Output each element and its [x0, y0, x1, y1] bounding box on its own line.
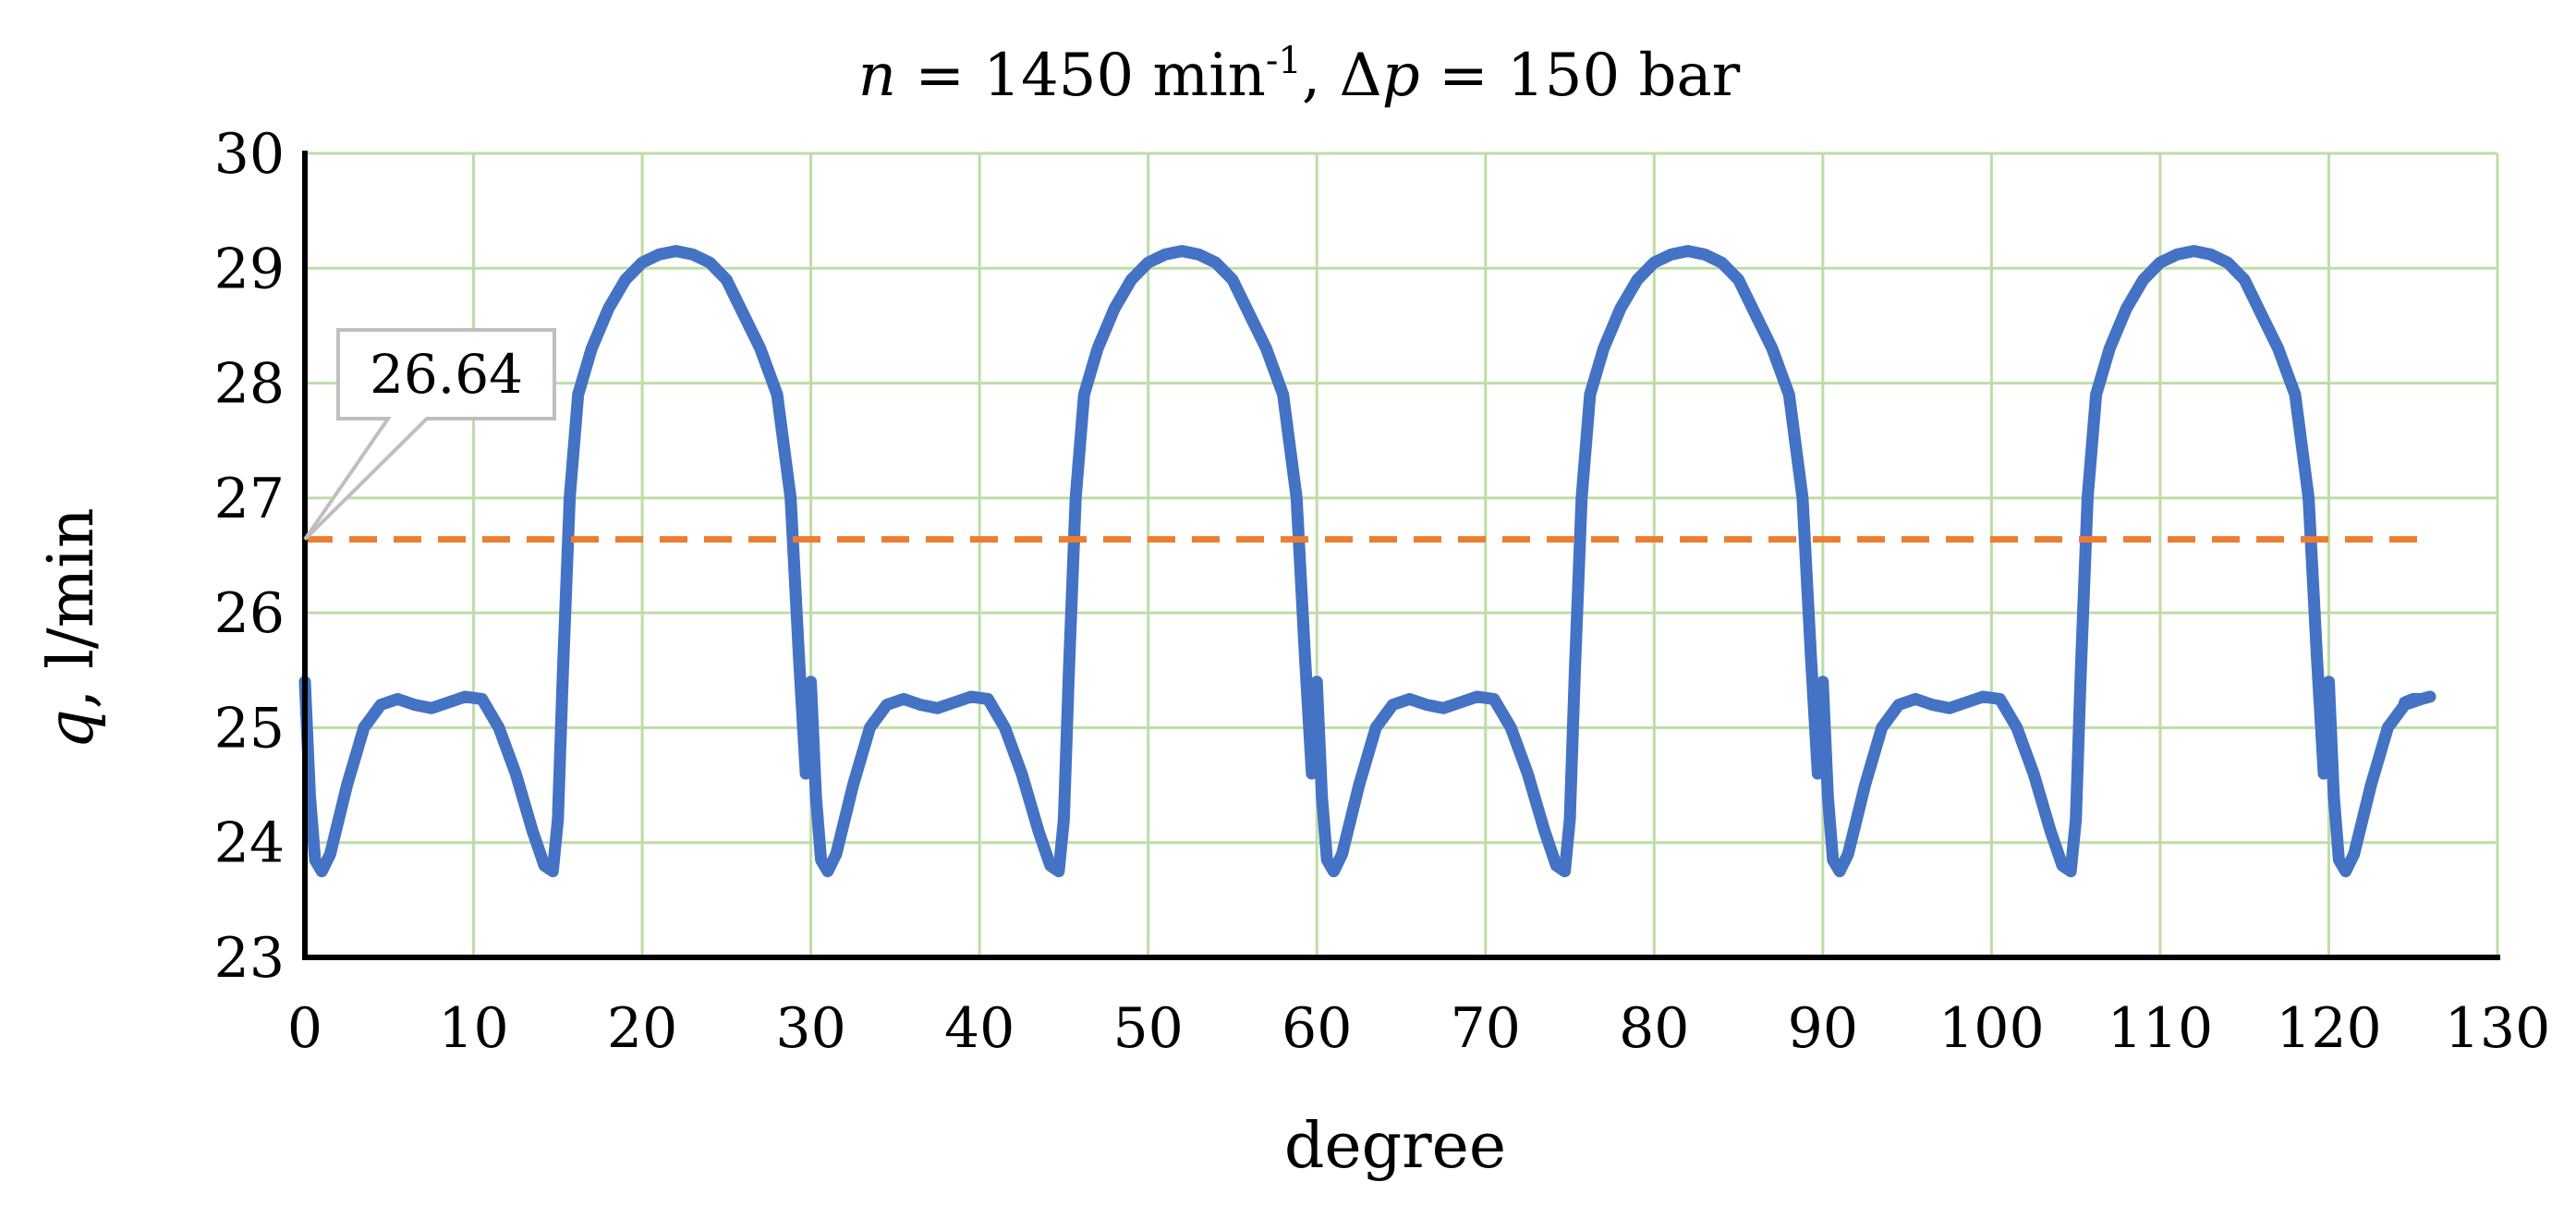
x-tick-label-0: 0 [287, 996, 322, 1061]
title-n-superscript: -1 [1266, 40, 1302, 82]
series-layer [298, 245, 2436, 878]
title-n-value: = 1450 min [896, 42, 1266, 110]
y-axis-label-var: q [35, 709, 108, 749]
x-tick-label-20: 20 [607, 996, 677, 1061]
x-tick-label-120: 120 [2276, 996, 2382, 1061]
y-tick-label-29: 29 [214, 237, 285, 301]
chart-title: n = 1450 min-1, Δp = 150 bar [858, 40, 1741, 110]
x-tick-label-80: 80 [1619, 996, 1689, 1061]
y-tick-label-25: 25 [214, 696, 285, 761]
axes [302, 151, 2500, 960]
title-p-value: = 150 bar [1420, 42, 1741, 110]
title-var-p: p [1382, 42, 1420, 110]
value-callout: 26.64 [303, 328, 556, 542]
grid-lines [305, 152, 2499, 957]
y-axis-label-unit: , l/min [35, 507, 108, 709]
title-delta: Δ [1340, 42, 1382, 110]
callout-label-0: 26.64 [370, 343, 523, 406]
title-separator: , [1302, 42, 1340, 110]
x-tick-label-110: 110 [2108, 996, 2214, 1061]
x-tick-label-40: 40 [944, 996, 1015, 1061]
y-tick-label-24: 24 [214, 811, 285, 876]
x-tick-label-70: 70 [1451, 996, 1521, 1061]
y-tick-label-23: 23 [214, 926, 285, 991]
x-tick-label-100: 100 [1938, 996, 2045, 1061]
y-tick-label-28: 28 [214, 352, 285, 417]
callout-box-0 [303, 328, 556, 542]
title-var-n: n [858, 42, 896, 110]
x-tick-label-130: 130 [2445, 996, 2551, 1061]
x-tick-label-60: 60 [1282, 996, 1352, 1061]
x-tick-label-50: 50 [1113, 996, 1184, 1061]
series-line-0 [298, 245, 2436, 878]
y-tick-label-27: 27 [214, 467, 285, 531]
y-tick-label-26: 26 [214, 581, 285, 646]
y-tick-label-30: 30 [214, 122, 285, 187]
x-tick-label-30: 30 [775, 996, 845, 1061]
y-axis-label: q, l/min [35, 507, 108, 749]
tick-labels: 0 10 20 30 40 50 60 70 80 90 100 110 120 130 23 24 25 26 2… [214, 122, 2551, 1061]
x-axis-label: degree [1284, 1110, 1506, 1183]
x-tick-label-90: 90 [1788, 996, 1858, 1061]
x-tick-label-10: 10 [438, 996, 508, 1061]
